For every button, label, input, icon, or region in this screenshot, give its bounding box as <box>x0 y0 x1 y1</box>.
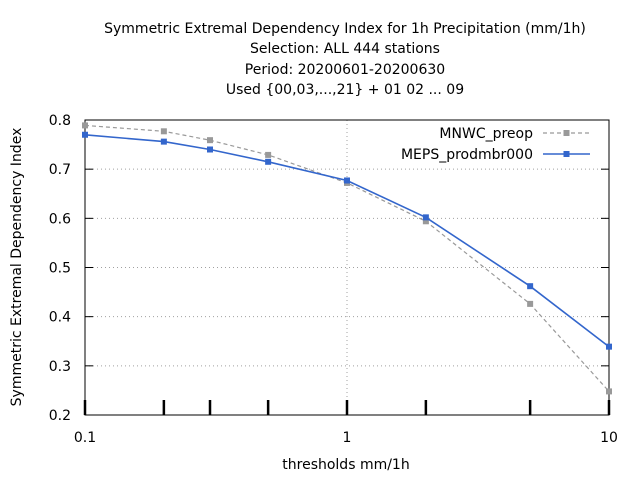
data-point <box>422 214 429 221</box>
data-point <box>606 343 612 350</box>
y-tick-label: 0.5 <box>49 261 71 277</box>
series-mnwc-preop <box>82 122 612 395</box>
legend-label: MNWC_preop <box>439 126 533 142</box>
legend-marker <box>563 130 570 136</box>
series-layer <box>82 122 612 395</box>
data-point <box>606 388 612 395</box>
legend-item: MEPS_prodmbr000 <box>401 147 590 163</box>
grid-lines <box>84 119 610 416</box>
series-line <box>84 124 610 392</box>
chart-title-line-2: Selection: ALL 444 stations <box>250 41 440 57</box>
chart-title-line-1: Symmetric Extremal Dependency Index for … <box>104 21 586 37</box>
data-point <box>82 131 88 138</box>
chart-title-line-3: Period: 20200601-20200630 <box>244 62 446 78</box>
y-tick-labels: 0.2 0.3 0.4 0.5 0.6 0.7 0.8 <box>49 113 71 424</box>
legend-label: MEPS_prodmbr000 <box>401 147 533 163</box>
y-tick-label: 0.6 <box>49 211 71 227</box>
plot-frame <box>84 119 610 416</box>
data-point <box>422 218 429 225</box>
data-point <box>344 177 350 184</box>
x-tick-label: 0.1 <box>74 430 96 446</box>
y-axis-label: Symmetric Extremal Dependency Index <box>9 128 25 407</box>
x-tick-labels: 0.1 1 10 <box>74 430 618 446</box>
y-tick-label: 0.4 <box>49 310 71 326</box>
data-point <box>527 283 534 290</box>
x-tick-label: 10 <box>600 430 618 446</box>
data-point <box>160 138 167 145</box>
y-tick-label: 0.7 <box>49 162 71 178</box>
legend-item: MNWC_preop <box>439 126 590 142</box>
series-meps-prodmbr000 <box>82 131 612 350</box>
data-point <box>82 122 88 129</box>
y-tick-label: 0.3 <box>49 359 71 375</box>
y-tick-label: 0.2 <box>49 408 71 424</box>
chart-title-line-4: Used {00,03,...,21} + 01 02 ... 09 <box>225 82 465 98</box>
y-tick-label: 0.8 <box>49 113 71 129</box>
data-point <box>265 158 272 165</box>
legend: MNWC_preop MEPS_prodmbr000 <box>401 126 590 163</box>
data-point <box>527 300 534 307</box>
data-point <box>265 151 272 158</box>
data-point <box>160 128 167 135</box>
legend-marker <box>563 151 570 157</box>
data-point <box>207 146 214 153</box>
series-line <box>84 134 610 348</box>
x-tick-label: 1 <box>343 430 352 446</box>
data-point <box>207 137 214 144</box>
x-axis-label: thresholds mm/1h <box>282 457 409 473</box>
